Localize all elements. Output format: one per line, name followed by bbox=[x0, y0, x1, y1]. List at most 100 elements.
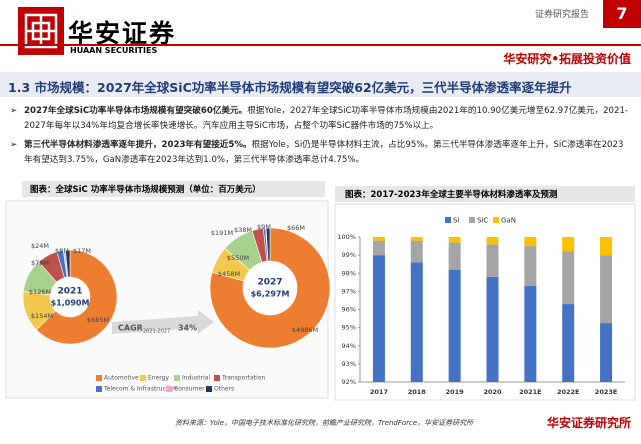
y-tick-label: 99% bbox=[342, 251, 356, 259]
data-label: $458M bbox=[218, 270, 240, 278]
caption-band bbox=[335, 186, 635, 202]
bullet-bold: 第三代半导体材料渗透率逐年提升，2023年有望接近5%。 bbox=[24, 140, 252, 150]
data-label: $550M bbox=[227, 254, 249, 262]
data-label: $17M bbox=[73, 247, 91, 255]
bullet: ➢ 第三代半导体材料渗透率逐年提升，2023年有望接近5%。根据Yole，Si仍是… bbox=[10, 138, 630, 168]
bar-segment bbox=[448, 269, 461, 382]
header-rule bbox=[0, 44, 641, 46]
x-tick-label: 2023E bbox=[595, 388, 618, 396]
data-label: $4986M bbox=[292, 326, 318, 334]
data-label: $38M bbox=[234, 226, 252, 234]
data-label: $154M bbox=[31, 312, 53, 320]
footer-brand: 华安证券研究所 bbox=[546, 416, 631, 430]
legend-swatch bbox=[445, 217, 451, 223]
bar-segment bbox=[524, 246, 537, 286]
legend-swatch bbox=[469, 217, 475, 223]
section-title: 1.3 市场规模：2027年全球SiC功率半导体市场规模有望突破62亿美元，三代… bbox=[8, 80, 572, 95]
bar-segment bbox=[524, 285, 537, 382]
bar-segment bbox=[600, 237, 613, 256]
source: 资料来源：Yole，中国电子技术标准化研究院，前瞻产业研究院，TrendForc… bbox=[175, 419, 474, 427]
data-label: $66M bbox=[287, 224, 305, 232]
donut-slice bbox=[65, 249, 71, 278]
y-tick-label: 93% bbox=[342, 360, 356, 368]
y-tick-label: 95% bbox=[342, 324, 356, 332]
legend-label: Energy bbox=[148, 375, 169, 382]
donut-hole bbox=[51, 278, 89, 316]
x-tick-label: 2021E bbox=[519, 388, 542, 396]
data-label: $24M bbox=[31, 242, 49, 250]
bullet-text: 根据Yole，2027年全球SiC功率半导体市场规模由2021年的10.90亿美… bbox=[24, 106, 629, 131]
donut-total: $1,090M bbox=[51, 299, 90, 308]
cagr-value: 34% bbox=[178, 324, 197, 333]
caption: 图表：全球SiC 功率半导体市场规模预测（单位：百万美元） bbox=[30, 185, 261, 195]
legend-swatch bbox=[96, 375, 102, 381]
bar-segment bbox=[486, 276, 499, 382]
bar-segment bbox=[486, 244, 499, 277]
legend-label: Automotive bbox=[104, 375, 139, 382]
donut-year: 2021 bbox=[57, 287, 82, 297]
legend-swatch bbox=[174, 375, 180, 381]
legend-label: Consumer bbox=[174, 386, 205, 393]
bar-segment bbox=[600, 255, 613, 324]
legend-swatch bbox=[140, 375, 146, 381]
bar-segment bbox=[562, 251, 575, 305]
bar-segment bbox=[372, 255, 385, 382]
logo-mark bbox=[18, 7, 64, 55]
bullet: ➢ 2027年全球SiC功率半导体市场规模有望突破60亿美元。根据Yole，202… bbox=[10, 104, 630, 134]
x-tick-label: 2018 bbox=[408, 388, 427, 396]
x-tick-label: 2019 bbox=[446, 388, 465, 396]
bar-segment bbox=[372, 237, 385, 241]
bar-segment bbox=[562, 304, 575, 382]
bullet-marker: ➢ bbox=[10, 140, 18, 150]
page-number: 7 bbox=[603, 0, 641, 28]
bullet-marker: ➢ bbox=[10, 106, 18, 116]
legend-label: Others bbox=[214, 386, 234, 393]
cagr-period: 2021-2027 bbox=[143, 329, 170, 335]
y-tick-label: 94% bbox=[342, 342, 356, 350]
legend-label: Industrial bbox=[182, 375, 210, 382]
logo-cn: 华安证券 bbox=[68, 19, 177, 48]
caption-band bbox=[22, 181, 325, 197]
right-frame bbox=[334, 203, 636, 401]
section-band bbox=[0, 72, 641, 97]
legend-swatch bbox=[206, 386, 212, 392]
bullet-text: 根据Yole，Si仍是半导体材料主流，占比95%。第三代半导体渗透率逐年上升，S… bbox=[24, 140, 624, 165]
x-tick-label: 2017 bbox=[370, 388, 388, 396]
bar-segment bbox=[410, 237, 423, 241]
legend-swatch bbox=[214, 375, 220, 381]
donut-slice bbox=[209, 227, 331, 349]
donut-year: 2027 bbox=[257, 278, 282, 288]
y-tick-label: 98% bbox=[342, 269, 356, 277]
data-label: $685M bbox=[87, 316, 109, 324]
legend-label: GaN bbox=[501, 217, 516, 225]
cagr-arrow bbox=[112, 310, 214, 334]
legend-swatch bbox=[96, 386, 102, 392]
bar-segment bbox=[410, 262, 423, 382]
y-tick-label: 100% bbox=[337, 233, 356, 241]
donut-slice bbox=[265, 227, 271, 262]
legend-label: Telecom & Infrastructure bbox=[103, 386, 178, 393]
y-tick-label: 96% bbox=[342, 306, 356, 314]
bar-segment bbox=[448, 242, 461, 270]
bar-segment bbox=[410, 240, 423, 263]
x-tick-label: 2020 bbox=[483, 388, 502, 396]
caption: 图表：2017-2023年全球主要半导体材料渗透率及预测 bbox=[345, 190, 558, 200]
report-type: 证券研究报告 bbox=[535, 10, 590, 20]
legend-swatch bbox=[166, 386, 172, 392]
bar-segment bbox=[372, 240, 385, 256]
data-label: $8M bbox=[55, 247, 69, 255]
legend-label: SiC bbox=[477, 217, 488, 225]
slogan: 华安研究•拓展投资价值 bbox=[503, 52, 631, 66]
data-label: $191M bbox=[211, 229, 233, 237]
y-tick-label: 97% bbox=[342, 287, 356, 295]
legend-label: Transportation bbox=[221, 375, 266, 382]
bar-segment bbox=[524, 237, 537, 247]
bar-segment bbox=[448, 237, 461, 243]
x-tick-label: 2022E bbox=[557, 388, 580, 396]
bullet-list: ➢ 2027年全球SiC功率半导体市场规模有望突破60亿美元。根据Yole，202… bbox=[10, 104, 630, 172]
data-label: $78M bbox=[31, 259, 49, 267]
bar-segment bbox=[486, 237, 499, 245]
